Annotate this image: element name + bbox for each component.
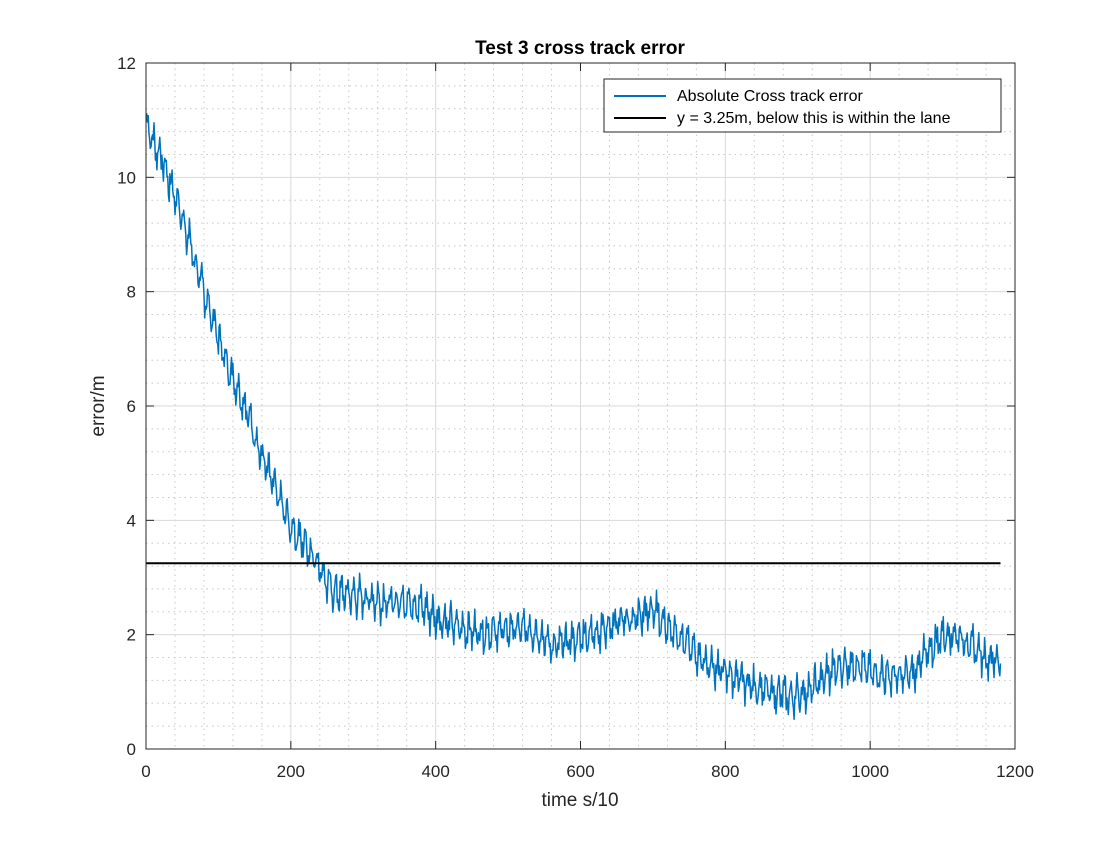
x-tick-label: 600 — [566, 762, 594, 781]
tick-marks — [145, 62, 1016, 750]
y-tick-label: 10 — [117, 168, 136, 187]
y-tick-label: 6 — [127, 397, 136, 416]
series-layer — [145, 113, 1002, 721]
legend-box — [603, 78, 1002, 133]
x-tick-label: 1000 — [851, 762, 889, 781]
y-tick-label: 4 — [127, 511, 136, 530]
x-tick-label: 800 — [711, 762, 739, 781]
legend-label-lane-threshold: y = 3.25m, below this is within the lane — [677, 110, 951, 127]
y-tick-label: 2 — [127, 626, 136, 645]
series-line-cross-track-error — [145, 113, 1002, 721]
legend-label-cross-track-error: Absolute Cross track error — [677, 88, 864, 105]
chart-title: Test 3 cross track error — [475, 38, 685, 59]
x-tick-label: 0 — [141, 762, 150, 781]
y-axis-label: error/m — [88, 375, 109, 436]
x-tick-label: 1200 — [996, 762, 1034, 781]
x-tick-label: 400 — [421, 762, 449, 781]
tick-labels: 0 200 400 600 800 1000 1200 0 2 4 6 8 10 12 — [117, 54, 1034, 781]
legend: Absolute Cross track error y = 3.25m, be… — [603, 78, 1002, 133]
x-tick-label: 200 — [277, 762, 305, 781]
y-tick-label: 8 — [127, 283, 136, 302]
y-tick-label: 0 — [127, 740, 136, 759]
y-tick-label: 12 — [117, 54, 136, 73]
x-axis-label: time s/10 — [541, 790, 618, 811]
